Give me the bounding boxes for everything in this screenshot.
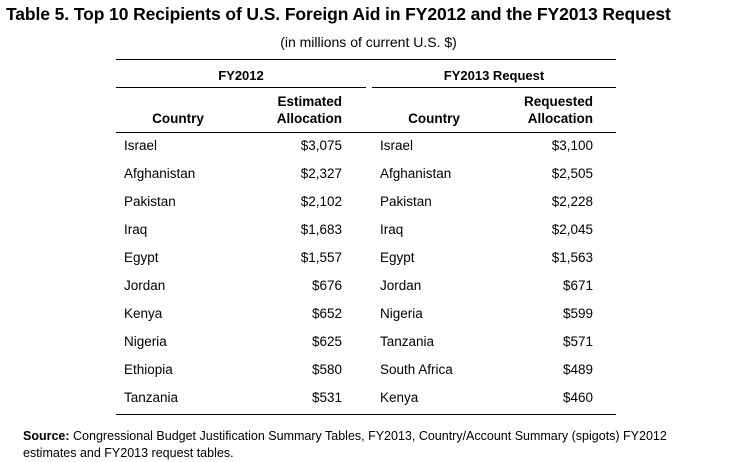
table-row: Israel $3,075 Israel $3,100 bbox=[0, 134, 737, 162]
fy2013-amount-cell: $3,100 bbox=[551, 138, 593, 153]
fy2013-country-cell: South Africa bbox=[380, 362, 453, 377]
fy2012-country-cell: Israel bbox=[124, 138, 158, 153]
column-header-fy2013-country: Country bbox=[408, 111, 460, 126]
fy2012-amount-cell: $3,075 bbox=[300, 138, 342, 153]
column-header-fy2012-amount-line1: Estimated bbox=[277, 94, 342, 109]
column-header-fy2013-amount-line1: Requested bbox=[523, 94, 593, 109]
top-rule bbox=[116, 59, 616, 60]
fy2013-country-cell: Pakistan bbox=[380, 194, 432, 209]
fy2012-country-cell: Iraq bbox=[124, 222, 148, 237]
fy2013-country-cell: Iraq bbox=[380, 222, 404, 237]
fy2012-amount-cell: $2,327 bbox=[300, 166, 342, 181]
column-header-fy2012-country: Country bbox=[152, 111, 204, 126]
table-row: Egypt $1,557 Egypt $1,563 bbox=[0, 246, 737, 274]
fy2012-country-cell: Jordan bbox=[124, 278, 166, 293]
fy2012-country-cell: Ethiopia bbox=[124, 362, 173, 377]
fy2013-amount-cell: $1,563 bbox=[551, 250, 593, 265]
fy2013-country-cell: Israel bbox=[380, 138, 414, 153]
table-subtitle: (in millions of current U.S. $) bbox=[280, 34, 457, 50]
fy2012-country-cell: Tanzania bbox=[124, 390, 179, 405]
fy2013-amount-cell: $599 bbox=[562, 306, 593, 321]
table-row: Tanzania $531 Kenya $460 bbox=[0, 386, 737, 414]
fy2012-amount-cell: $1,557 bbox=[300, 250, 342, 265]
fy2013-amount-cell: $671 bbox=[562, 278, 593, 293]
table-row: Nigeria $625 Tanzania $571 bbox=[0, 330, 737, 358]
fy2013-country-cell: Nigeria bbox=[380, 306, 423, 321]
fy2012-country-cell: Pakistan bbox=[124, 194, 176, 209]
table-row: Kenya $652 Nigeria $599 bbox=[0, 302, 737, 330]
column-header-fy2013-amount-line2: Allocation bbox=[527, 111, 593, 126]
table-row: Pakistan $2,102 Pakistan $2,228 bbox=[0, 190, 737, 218]
fy2012-country-cell: Egypt bbox=[124, 250, 159, 265]
bottom-rule bbox=[116, 414, 616, 415]
group-header-fy2012: FY2012 bbox=[218, 68, 264, 83]
table-title: Table 5. Top 10 Recipients of U.S. Forei… bbox=[6, 4, 671, 24]
group-header-fy2013: FY2013 Request bbox=[443, 68, 545, 83]
group-underline-fy2012 bbox=[116, 87, 366, 88]
source-label: Source: bbox=[23, 429, 70, 443]
fy2013-amount-cell: $489 bbox=[562, 362, 593, 377]
fy2012-amount-cell: $652 bbox=[311, 306, 342, 321]
fy2012-amount-cell: $531 bbox=[311, 390, 342, 405]
fy2012-country-cell: Afghanistan bbox=[124, 166, 196, 181]
source-text: Congressional Budget Justification Summa… bbox=[23, 429, 667, 460]
fy2012-amount-cell: $676 bbox=[311, 278, 342, 293]
fy2012-amount-cell: $2,102 bbox=[300, 194, 342, 209]
fy2013-country-cell: Tanzania bbox=[380, 334, 435, 349]
fy2012-amount-cell: $580 bbox=[311, 362, 342, 377]
fy2012-country-cell: Kenya bbox=[124, 306, 163, 321]
fy2013-country-cell: Jordan bbox=[380, 278, 422, 293]
table-body: Israel $3,075 Israel $3,100 Afghanistan … bbox=[0, 134, 737, 414]
fy2012-amount-cell: $625 bbox=[311, 334, 342, 349]
fy2013-amount-cell: $571 bbox=[562, 334, 593, 349]
fy2013-amount-cell: $460 bbox=[562, 390, 593, 405]
fy2013-amount-cell: $2,045 bbox=[551, 222, 593, 237]
fy2013-country-cell: Egypt bbox=[380, 250, 415, 265]
table-row: Afghanistan $2,327 Afghanistan $2,505 bbox=[0, 162, 737, 190]
fy2013-amount-cell: $2,228 bbox=[551, 194, 593, 209]
header-rule bbox=[116, 132, 616, 133]
table-row: Iraq $1,683 Iraq $2,045 bbox=[0, 218, 737, 246]
fy2012-country-cell: Nigeria bbox=[124, 334, 167, 349]
fy2013-country-cell: Kenya bbox=[380, 390, 419, 405]
column-header-fy2012-amount-line2: Allocation bbox=[276, 111, 342, 126]
source-note: Source: Congressional Budget Justificati… bbox=[23, 428, 723, 462]
fy2013-country-cell: Afghanistan bbox=[380, 166, 452, 181]
table-row: Jordan $676 Jordan $671 bbox=[0, 274, 737, 302]
group-underline-fy2013 bbox=[372, 87, 616, 88]
fy2012-amount-cell: $1,683 bbox=[300, 222, 342, 237]
table-row: Ethiopia $580 South Africa $489 bbox=[0, 358, 737, 386]
fy2013-amount-cell: $2,505 bbox=[551, 166, 593, 181]
